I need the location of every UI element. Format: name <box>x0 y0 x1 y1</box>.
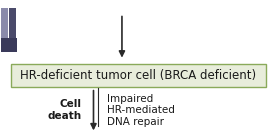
Text: HR-deficient tumor cell (BRCA deficient): HR-deficient tumor cell (BRCA deficient) <box>20 69 256 82</box>
FancyBboxPatch shape <box>11 64 266 87</box>
Text: Cell
death: Cell death <box>47 99 81 121</box>
Bar <box>1 8 8 41</box>
Bar <box>1 38 17 52</box>
Bar <box>9 8 16 41</box>
Text: Impaired
HR-mediated
DNA repair: Impaired HR-mediated DNA repair <box>107 94 175 127</box>
